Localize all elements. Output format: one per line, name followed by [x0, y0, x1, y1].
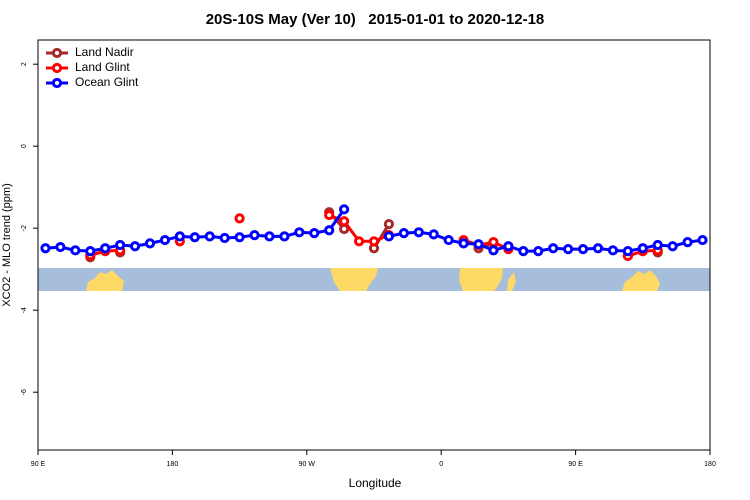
land-patch: [459, 268, 516, 291]
legend-label: Land Glint: [75, 60, 130, 74]
point: [100, 243, 111, 254]
y-axis-label: XCO2 - MLO trend (ppm): [1, 183, 13, 306]
point: [129, 241, 141, 252]
series: [40, 204, 708, 257]
point: [592, 243, 604, 254]
point: [309, 228, 320, 239]
point: [473, 239, 484, 250]
legend-marker: [51, 47, 63, 59]
point: [249, 230, 260, 241]
y-tick-label: -6: [21, 389, 28, 395]
point: [428, 229, 439, 240]
point: [398, 228, 409, 239]
point: [234, 232, 245, 243]
point: [577, 244, 589, 255]
point: [159, 234, 171, 246]
point: [667, 241, 678, 252]
y-tick-label: -4: [21, 307, 28, 313]
point: [353, 236, 365, 247]
point: [637, 243, 648, 254]
point: [458, 238, 469, 249]
point: [279, 231, 290, 242]
point: [55, 241, 66, 253]
point: [368, 236, 380, 247]
point: [85, 246, 96, 257]
x-tick-label: 180: [704, 461, 716, 468]
point: [339, 216, 350, 227]
point: [70, 245, 81, 256]
series: [85, 209, 662, 263]
point: [174, 231, 185, 242]
point: [204, 231, 215, 242]
legend-marker: [51, 77, 63, 89]
point: [443, 234, 454, 246]
x-tick-label: 90 E: [31, 461, 46, 468]
point: [697, 234, 708, 246]
point: [652, 239, 663, 251]
legend-label: Ocean Glint: [75, 75, 139, 89]
point: [503, 241, 514, 252]
point: [189, 232, 200, 243]
y-tick-label: 0: [21, 144, 28, 148]
point: [682, 237, 693, 248]
point: [339, 204, 350, 215]
point: [383, 218, 395, 230]
plot-frame: [37, 39, 711, 451]
point: [219, 232, 230, 244]
point: [622, 246, 633, 257]
point: [324, 225, 335, 236]
x-tick-label: 90 W: [299, 461, 316, 468]
point: [413, 227, 424, 238]
x-tick-label: 90 E: [568, 461, 583, 468]
point: [324, 209, 335, 221]
point: [533, 246, 544, 257]
point: [115, 239, 126, 251]
point: [234, 213, 245, 224]
point: [264, 231, 275, 242]
point: [40, 243, 51, 254]
point: [563, 244, 574, 255]
legend-marker: [51, 62, 63, 74]
ocean-band: [38, 268, 710, 291]
point: [383, 231, 395, 242]
x-tick-label: 0: [439, 461, 443, 468]
land-mask: [38, 268, 710, 291]
point: [144, 238, 156, 249]
land-patch: [622, 270, 660, 291]
land-patch: [86, 270, 124, 291]
x-tick-label: 180: [167, 461, 179, 468]
land-patch: [330, 268, 378, 291]
point: [488, 237, 499, 248]
point: [488, 245, 499, 256]
legend-label: Land Nadir: [75, 45, 134, 59]
point: [548, 243, 559, 254]
point: [518, 246, 529, 257]
y-tick-label: 2: [21, 62, 28, 66]
point: [294, 227, 305, 238]
y-tick-label: -2: [21, 225, 28, 231]
x-axis-label: Longitude: [349, 476, 402, 490]
point: [607, 245, 619, 256]
chart-title: 20S-10S May (Ver 10) 2015-01-01 to 2020-…: [206, 11, 545, 28]
